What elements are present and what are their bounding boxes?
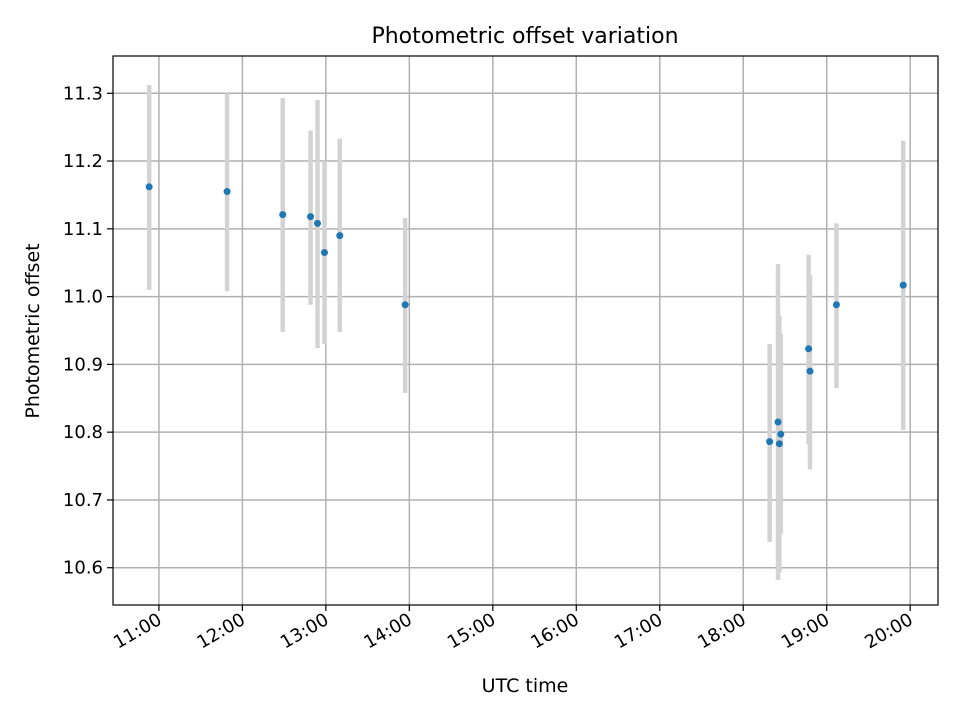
data-point [832, 301, 840, 309]
data-point [766, 438, 774, 446]
error-bars [146, 85, 906, 580]
x-tick-label: 14:00 [360, 609, 415, 653]
data-point [775, 440, 783, 448]
x-axis-label: UTC time [482, 675, 569, 697]
x-tick-label: 15:00 [444, 609, 499, 653]
data-point [307, 213, 315, 221]
x-axis-ticks: 11:00 12:00 13:00 14:00 15:00 16:00 17:00 18:00… [110, 605, 917, 653]
data-point [145, 183, 153, 191]
data-point [314, 219, 322, 227]
chart-title: Photometric offset variation [371, 24, 678, 49]
plot-frame [112, 55, 939, 606]
y-tick-label: 11.3 [63, 83, 103, 104]
y-tick-label: 11.2 [63, 151, 103, 172]
grid [113, 56, 938, 605]
x-tick-label: 16:00 [527, 609, 582, 653]
data-point [401, 301, 409, 309]
x-tick-label: 20:00 [861, 609, 916, 653]
data-points [145, 183, 907, 448]
y-tick-label: 11.0 [63, 287, 103, 308]
x-tick-label: 11:00 [110, 609, 165, 653]
y-axis-ticks: 10.6 10.7 10.8 10.9 11.0 11.1 11.2 11.3 [63, 83, 113, 579]
y-tick-label: 10.6 [63, 558, 103, 579]
x-tick-label: 18:00 [694, 609, 749, 653]
y-tick-label: 10.9 [63, 354, 103, 375]
y-tick-label: 10.7 [63, 490, 103, 511]
data-point [777, 430, 785, 438]
y-tick-label: 10.8 [63, 422, 103, 443]
y-tick-label: 11.1 [63, 219, 103, 240]
data-point [336, 232, 344, 240]
x-tick-label: 19:00 [778, 609, 833, 653]
data-point [320, 249, 328, 257]
x-tick-label: 17:00 [611, 609, 666, 653]
data-point [899, 281, 907, 289]
data-point [223, 188, 231, 196]
data-point [805, 345, 813, 353]
y-axis-label: Photometric offset [22, 243, 44, 418]
x-tick-label: 12:00 [193, 609, 248, 653]
data-point [279, 211, 287, 219]
data-point [806, 367, 814, 375]
data-point [774, 418, 782, 426]
x-tick-label: 13:00 [277, 609, 332, 653]
